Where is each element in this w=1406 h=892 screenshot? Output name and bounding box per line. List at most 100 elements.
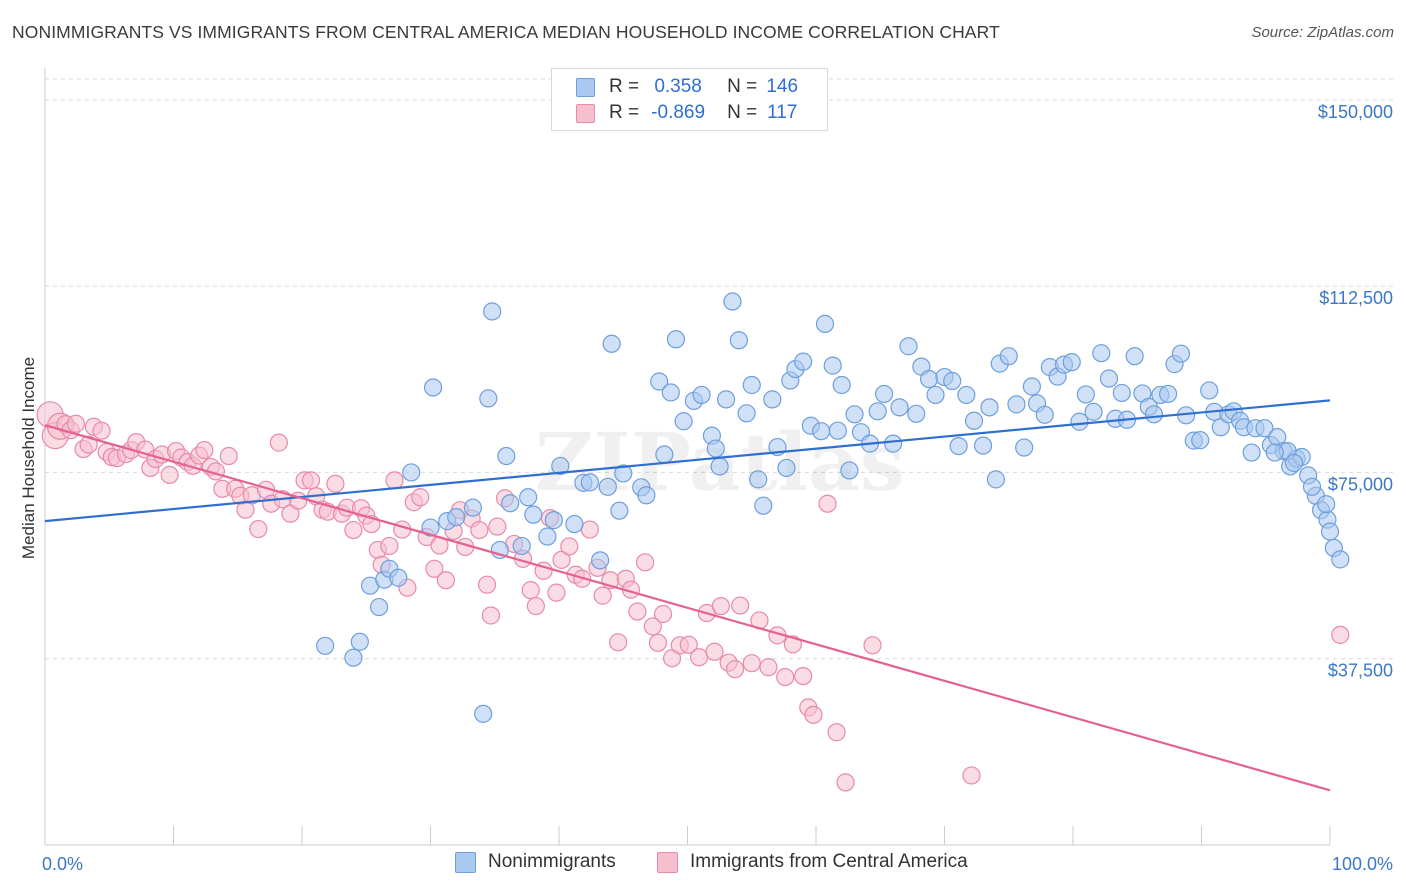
nonimmigrants-point bbox=[1084, 402, 1103, 421]
nonimmigrants-point bbox=[614, 464, 633, 483]
nonimmigrants-point bbox=[1171, 344, 1191, 363]
immigrants-point bbox=[301, 471, 321, 490]
y-axis-label: Median Household Income bbox=[19, 357, 38, 559]
nonimmigrants-point bbox=[890, 398, 909, 417]
immigrants-point bbox=[827, 723, 846, 742]
y-tick-label: $37,500 bbox=[1328, 661, 1393, 681]
immigrants-point bbox=[269, 433, 288, 452]
immigrants-point bbox=[481, 606, 500, 625]
nonimmigrants-point bbox=[737, 404, 756, 423]
immigrants-point bbox=[470, 520, 489, 540]
legend-label: Immigrants from Central America bbox=[690, 851, 968, 872]
nonimmigrants-point bbox=[1007, 395, 1026, 414]
immigrants-point bbox=[648, 633, 668, 652]
gridlines bbox=[45, 78, 1395, 660]
nonimmigrants-point bbox=[815, 314, 835, 333]
nonimmigrants-point bbox=[883, 434, 903, 453]
r-label: R = bbox=[609, 76, 640, 97]
immigrants-point bbox=[635, 553, 655, 572]
immigrants-point bbox=[425, 559, 444, 578]
n-value: 146 bbox=[766, 76, 799, 97]
nonimmigrants-point bbox=[474, 704, 493, 723]
nonimmigrants-point bbox=[637, 486, 656, 505]
nonimmigrants-point bbox=[1099, 369, 1119, 388]
immigrants-point bbox=[411, 488, 430, 507]
y-tick-label: $112,500 bbox=[1319, 288, 1393, 308]
nonimmigrants-point bbox=[828, 421, 847, 440]
nonimmigrants-point bbox=[602, 334, 621, 353]
nonimmigrants-point bbox=[1284, 453, 1304, 473]
immigrants-point bbox=[759, 658, 778, 677]
nonimmigrants-point bbox=[943, 371, 962, 391]
x-tick-label-max: 100.0% bbox=[1332, 854, 1393, 874]
immigrants-point bbox=[326, 474, 345, 493]
legend-item-immigrants: Immigrants from Central America bbox=[657, 851, 968, 873]
nonimmigrants-point bbox=[777, 458, 796, 478]
y-tick-label: $75,000 bbox=[1328, 474, 1393, 494]
nonimmigrants-point bbox=[463, 498, 483, 517]
pink-swatch bbox=[657, 851, 678, 873]
nonimmigrants-point bbox=[402, 463, 421, 482]
r-value: -0.869 bbox=[651, 102, 706, 123]
nonimmigrants-point bbox=[591, 551, 610, 570]
nonimmigrants-point bbox=[551, 456, 570, 476]
nonimmigrants-point bbox=[794, 352, 813, 371]
nonimmigrants-point bbox=[949, 436, 968, 456]
nonimmigrants-point bbox=[823, 356, 842, 375]
nonimmigrants-point bbox=[980, 398, 999, 417]
nonimmigrants-point bbox=[1317, 495, 1336, 514]
nonimmigrants-point bbox=[538, 527, 557, 546]
nonimmigrants-point bbox=[832, 375, 851, 395]
pink-swatch bbox=[576, 103, 595, 123]
immigrants-point bbox=[818, 494, 837, 513]
immigrants-point bbox=[1331, 625, 1350, 644]
immigrants-point bbox=[711, 596, 731, 616]
nonimmigrants-point bbox=[710, 457, 729, 476]
immigrants-point bbox=[794, 666, 813, 686]
nonimmigrants-point bbox=[661, 383, 680, 402]
immigrants-point bbox=[219, 446, 238, 466]
nonimmigrants-point bbox=[316, 636, 335, 655]
immigrants-point bbox=[679, 635, 698, 654]
immigrants-point bbox=[79, 435, 98, 454]
immigrants-point bbox=[385, 471, 404, 490]
nonimmigrants-point bbox=[389, 568, 408, 587]
immigrants-point bbox=[705, 642, 724, 661]
nonimmigrants-point bbox=[754, 496, 773, 515]
nonimmigrants-point bbox=[350, 632, 369, 651]
axes bbox=[44, 68, 1331, 846]
nonimmigrants-point bbox=[674, 412, 693, 431]
nonimmigrants-point bbox=[1070, 412, 1089, 431]
nonimmigrants-point bbox=[1062, 353, 1081, 372]
nonimmigrants-point bbox=[926, 385, 945, 405]
nonimmigrants-point bbox=[423, 378, 443, 397]
nonimmigrants-point bbox=[964, 411, 984, 430]
immigrants-point bbox=[742, 654, 761, 673]
immigrants-point bbox=[643, 617, 662, 636]
immigrants-point bbox=[160, 465, 179, 485]
nonimmigrants-point bbox=[919, 369, 939, 389]
nonimmigrants-point bbox=[999, 347, 1018, 366]
nonimmigrants-point bbox=[763, 390, 782, 409]
nonimmigrants-point bbox=[1092, 344, 1111, 363]
immigrants-point bbox=[488, 517, 507, 536]
nonimmigrants-point bbox=[1255, 419, 1274, 438]
nonimmigrants-point bbox=[742, 375, 761, 395]
nonimmigrants-point bbox=[840, 461, 859, 480]
immigrants-point bbox=[560, 537, 579, 556]
y-tick-label: $150,000 bbox=[1318, 102, 1393, 122]
nonimmigrants-point bbox=[875, 384, 894, 404]
nonimmigrants-point bbox=[519, 488, 538, 507]
immigrants-point bbox=[436, 571, 456, 590]
immigrants-point bbox=[593, 586, 612, 605]
nonimmigrants-point bbox=[501, 494, 520, 513]
immigrants-point bbox=[195, 440, 214, 460]
legend-row-nonimmigrants: R = 0.358 N = 146 bbox=[576, 75, 807, 99]
legend-label: Nonimmigrants bbox=[488, 851, 616, 872]
nonimmigrants-point bbox=[1242, 443, 1261, 462]
nonimmigrants-point bbox=[1302, 477, 1322, 496]
nonimmigrants-point bbox=[1015, 438, 1034, 457]
nonimmigrants-point bbox=[524, 505, 543, 524]
immigrants-point bbox=[380, 536, 399, 556]
